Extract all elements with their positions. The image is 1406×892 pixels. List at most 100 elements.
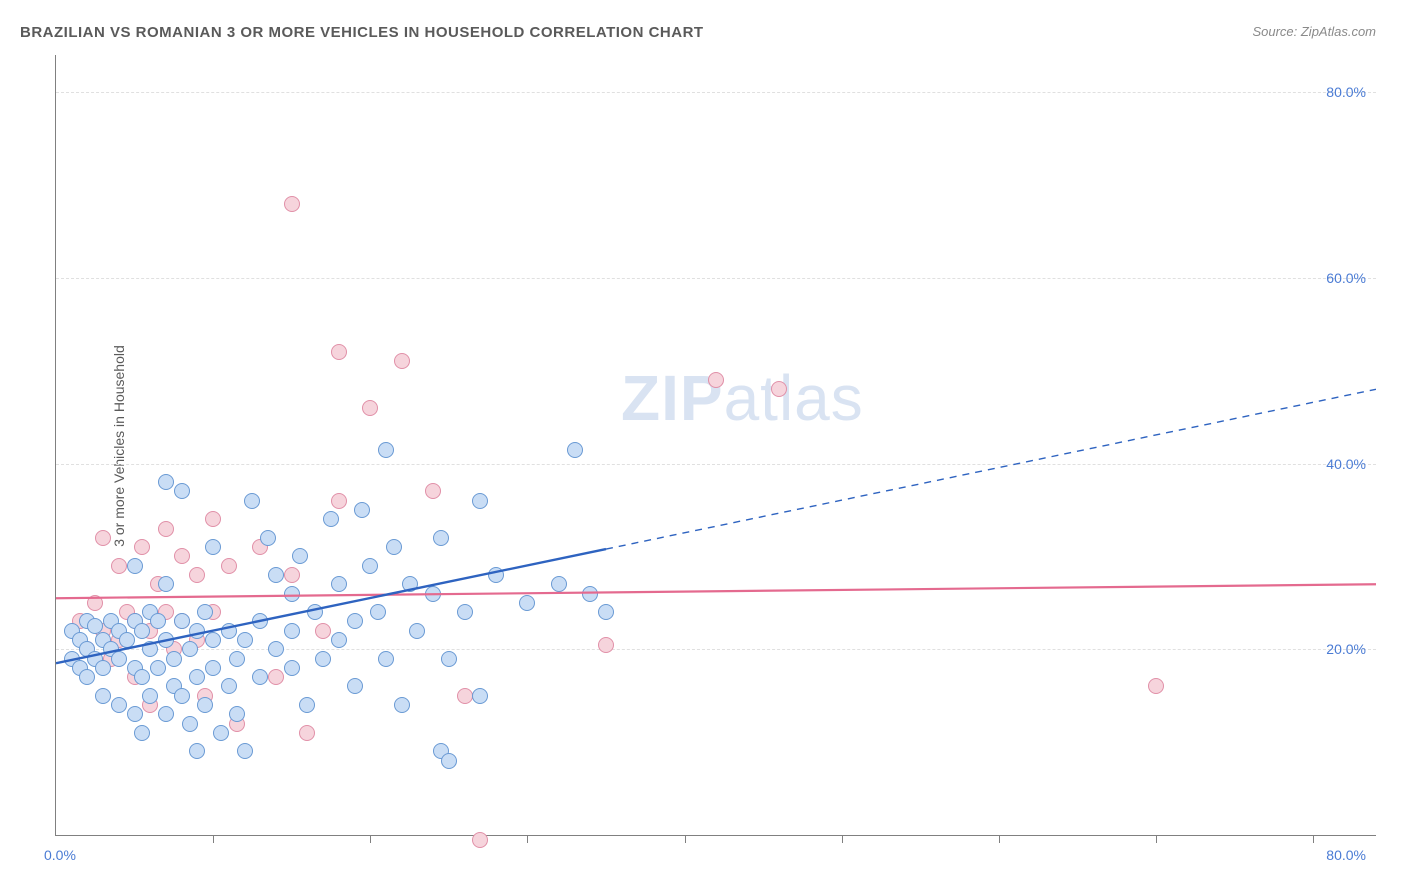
x-tick [685, 835, 686, 843]
data-point [158, 632, 174, 648]
data-point [158, 706, 174, 722]
y-tick-label: 20.0% [1326, 641, 1366, 657]
data-point [244, 493, 260, 509]
data-point [284, 623, 300, 639]
data-point [205, 632, 221, 648]
data-point [1148, 678, 1164, 694]
data-point [378, 442, 394, 458]
data-point [111, 558, 127, 574]
data-point [205, 660, 221, 676]
data-point [158, 521, 174, 537]
data-point [378, 651, 394, 667]
data-point [189, 623, 205, 639]
data-point [182, 641, 198, 657]
data-point [331, 576, 347, 592]
data-point [174, 688, 190, 704]
x-tick [1313, 835, 1314, 843]
data-point [472, 493, 488, 509]
data-point [158, 576, 174, 592]
data-point [323, 511, 339, 527]
data-point [150, 613, 166, 629]
gridline [56, 649, 1376, 650]
data-point [229, 706, 245, 722]
trend-lines [56, 55, 1376, 835]
data-point [551, 576, 567, 592]
data-point [598, 604, 614, 620]
data-point [370, 604, 386, 620]
data-point [127, 706, 143, 722]
data-point [260, 530, 276, 546]
data-point [567, 442, 583, 458]
gridline [56, 278, 1376, 279]
data-point [95, 660, 111, 676]
data-point [189, 743, 205, 759]
data-point [284, 567, 300, 583]
data-point [79, 669, 95, 685]
x-axis-max-label: 80.0% [1326, 847, 1366, 863]
data-point [111, 651, 127, 667]
x-tick [842, 835, 843, 843]
data-point [166, 651, 182, 667]
data-point [237, 632, 253, 648]
chart-title: BRAZILIAN VS ROMANIAN 3 OR MORE VEHICLES… [20, 24, 704, 41]
data-point [362, 400, 378, 416]
data-point [150, 660, 166, 676]
data-point [472, 832, 488, 848]
data-point [299, 697, 315, 713]
data-point [134, 539, 150, 555]
data-point [197, 697, 213, 713]
x-axis-min-label: 0.0% [44, 847, 76, 863]
data-point [519, 595, 535, 611]
data-point [142, 641, 158, 657]
data-point [95, 688, 111, 704]
data-point [111, 697, 127, 713]
data-point [292, 548, 308, 564]
plot-area: 20.0%40.0%60.0%80.0%0.0%80.0%ZIPatlas [55, 55, 1376, 836]
data-point [221, 678, 237, 694]
data-point [472, 688, 488, 704]
data-point [457, 688, 473, 704]
data-point [433, 530, 449, 546]
data-point [174, 613, 190, 629]
data-point [331, 344, 347, 360]
data-point [268, 567, 284, 583]
data-point [402, 576, 418, 592]
data-point [354, 502, 370, 518]
data-point [87, 595, 103, 611]
chart-container: BRAZILIAN VS ROMANIAN 3 OR MORE VEHICLES… [0, 0, 1406, 892]
data-point [582, 586, 598, 602]
data-point [229, 651, 245, 667]
data-point [205, 511, 221, 527]
data-point [174, 483, 190, 499]
data-point [237, 743, 253, 759]
data-point [134, 623, 150, 639]
data-point [189, 669, 205, 685]
data-point [119, 632, 135, 648]
data-point [174, 548, 190, 564]
data-point [268, 669, 284, 685]
y-tick-label: 80.0% [1326, 84, 1366, 100]
data-point [158, 474, 174, 490]
data-point [331, 493, 347, 509]
gridline [56, 464, 1376, 465]
data-point [221, 558, 237, 574]
data-point [252, 613, 268, 629]
data-point [457, 604, 473, 620]
data-point [708, 372, 724, 388]
data-point [142, 688, 158, 704]
y-tick-label: 40.0% [1326, 456, 1366, 472]
x-tick [370, 835, 371, 843]
data-point [284, 586, 300, 602]
data-point [598, 637, 614, 653]
data-point [347, 678, 363, 694]
data-point [425, 483, 441, 499]
data-point [425, 586, 441, 602]
data-point [331, 632, 347, 648]
watermark: ZIPatlas [621, 361, 864, 435]
data-point [134, 725, 150, 741]
y-tick-label: 60.0% [1326, 270, 1366, 286]
data-point [95, 530, 111, 546]
data-point [182, 716, 198, 732]
x-tick [1156, 835, 1157, 843]
gridline [56, 92, 1376, 93]
